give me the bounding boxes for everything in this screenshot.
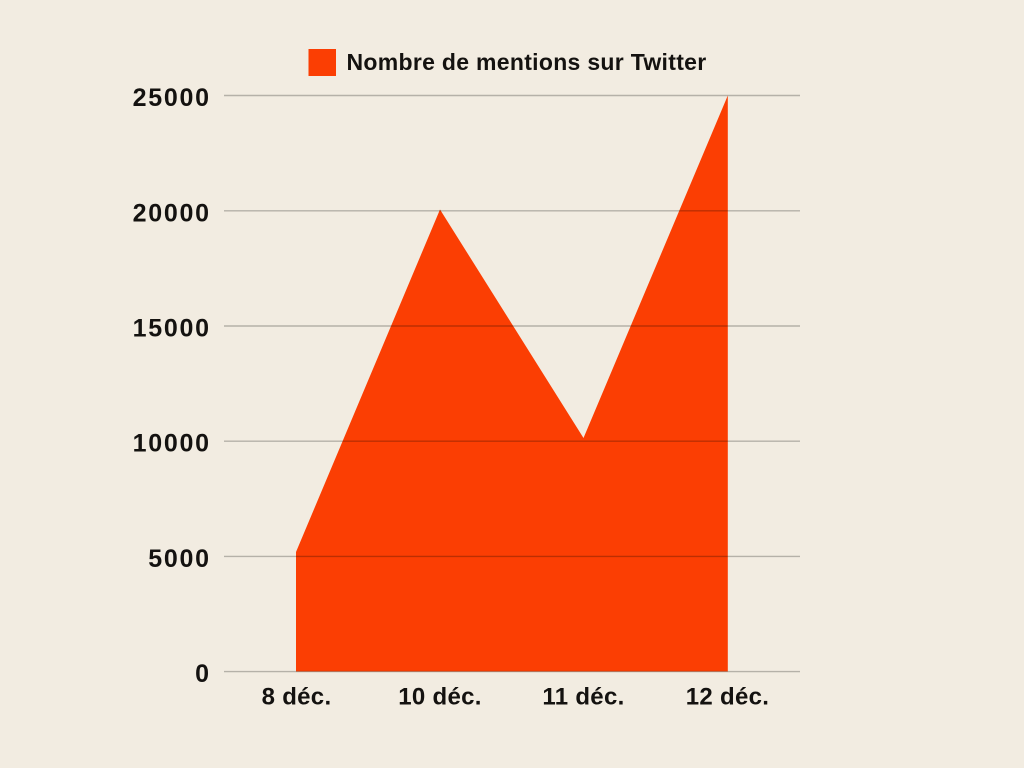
svg-text:10000: 10000 xyxy=(133,430,211,458)
svg-text:0: 0 xyxy=(195,660,211,688)
svg-text:5000: 5000 xyxy=(148,545,210,573)
svg-text:Nombre de mentions sur Twitter: Nombre de mentions sur Twitter xyxy=(347,49,707,75)
svg-text:11 déc.: 11 déc. xyxy=(542,684,624,711)
svg-text:20000: 20000 xyxy=(133,199,211,227)
svg-text:25000: 25000 xyxy=(133,84,211,112)
svg-text:8 déc.: 8 déc. xyxy=(262,684,332,711)
svg-text:10 déc.: 10 déc. xyxy=(398,684,482,711)
svg-text:15000: 15000 xyxy=(133,315,211,343)
svg-text:12 déc.: 12 déc. xyxy=(686,684,770,711)
